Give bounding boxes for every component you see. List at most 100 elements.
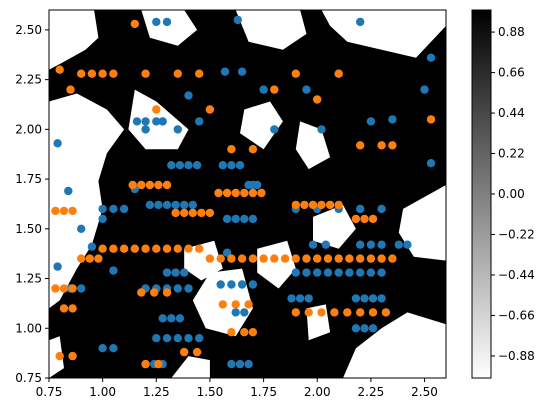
point-class-b	[59, 206, 69, 216]
point-class-b	[59, 284, 69, 293]
y-tick-label: 1.50	[15, 222, 42, 236]
point-class-a	[368, 324, 378, 333]
point-class-b	[302, 254, 311, 263]
point-class-a	[377, 240, 386, 249]
point-class-a	[180, 268, 189, 277]
point-class-b	[426, 115, 436, 124]
point-class-a	[270, 125, 279, 134]
point-class-b	[180, 347, 189, 357]
point-class-a	[158, 117, 167, 126]
point-class-b	[259, 254, 268, 263]
point-class-b	[300, 200, 309, 210]
surface-region-light	[235, 10, 307, 50]
point-class-b	[137, 180, 146, 190]
point-class-b	[173, 244, 182, 253]
point-class-b	[248, 188, 258, 198]
point-class-b	[109, 244, 118, 253]
point-class-b	[98, 69, 107, 78]
point-class-b	[334, 200, 343, 210]
point-class-b	[137, 288, 146, 297]
scatter-points	[51, 15, 436, 369]
point-class-a	[403, 240, 412, 249]
point-class-a	[351, 294, 361, 303]
point-class-b	[366, 254, 376, 263]
point-class-a	[426, 53, 436, 62]
colorbar-tick-label: 0.88	[498, 25, 525, 39]
point-class-a	[222, 214, 232, 224]
x-tick-label: 0.75	[36, 385, 63, 399]
y-tick-label: 2.00	[15, 122, 42, 136]
point-class-a	[366, 117, 376, 126]
point-class-b	[388, 141, 397, 150]
point-class-b	[195, 244, 204, 253]
point-class-a	[184, 334, 193, 343]
point-class-b	[109, 69, 118, 78]
point-class-a	[323, 268, 333, 277]
point-class-b	[227, 254, 236, 263]
point-class-b	[68, 304, 77, 313]
point-class-a	[291, 268, 300, 277]
point-class-b	[323, 254, 333, 263]
point-class-b	[214, 188, 223, 198]
point-class-a	[171, 200, 180, 210]
point-class-b	[345, 254, 354, 263]
point-class-a	[360, 294, 369, 303]
point-class-a	[231, 214, 240, 224]
point-class-b	[205, 254, 215, 263]
point-class-a	[345, 268, 354, 277]
point-class-b	[308, 200, 318, 210]
point-class-b	[162, 288, 172, 297]
point-class-b	[237, 254, 247, 263]
x-tick-label: 2.50	[411, 385, 438, 399]
point-class-a	[152, 17, 161, 27]
surface-region-light	[343, 312, 446, 378]
point-class-a	[253, 180, 262, 190]
point-class-b	[184, 244, 193, 253]
point-class-b	[55, 65, 64, 74]
point-class-a	[368, 294, 378, 303]
x-tick-label: 1.50	[197, 385, 224, 399]
point-class-b	[381, 308, 391, 317]
point-class-b	[154, 359, 163, 369]
plot-frame	[48, 9, 447, 379]
point-class-b	[368, 214, 378, 224]
point-class-a	[287, 294, 296, 303]
point-class-b	[68, 206, 77, 216]
colorbar-tick-label: −0.22	[498, 227, 535, 241]
point-class-a	[308, 240, 318, 249]
point-class-b	[257, 188, 266, 198]
point-class-a	[377, 204, 386, 214]
point-class-a	[173, 125, 182, 134]
point-class-b	[334, 69, 343, 78]
point-class-b	[377, 141, 386, 150]
point-class-b	[152, 105, 161, 114]
x-tick-label: 1.25	[143, 385, 170, 399]
point-class-a	[360, 324, 369, 333]
point-class-a	[162, 200, 172, 210]
point-class-a	[295, 294, 305, 303]
point-class-b	[216, 254, 225, 263]
point-class-b	[227, 145, 236, 154]
point-class-b	[227, 328, 236, 337]
point-class-a	[109, 266, 118, 275]
point-class-b	[280, 254, 290, 263]
plot-area	[48, 9, 447, 379]
point-class-b	[162, 244, 172, 253]
y-tick-label: 1.25	[15, 272, 42, 286]
point-class-b	[388, 254, 397, 263]
point-class-a	[87, 242, 97, 251]
x-tick-label: 1.00	[89, 385, 116, 399]
point-class-b	[356, 308, 365, 317]
point-class-a	[426, 159, 436, 168]
point-class-a	[240, 308, 249, 317]
point-class-b	[205, 105, 215, 114]
point-class-b	[130, 244, 139, 253]
point-class-a	[235, 359, 245, 369]
surface-region-light	[184, 240, 223, 281]
point-class-a	[356, 17, 365, 27]
point-class-a	[394, 240, 403, 249]
point-class-b	[351, 214, 361, 224]
point-class-b	[222, 188, 232, 198]
colorbar-tick-label: 0.66	[498, 66, 525, 80]
point-class-a	[162, 17, 172, 27]
